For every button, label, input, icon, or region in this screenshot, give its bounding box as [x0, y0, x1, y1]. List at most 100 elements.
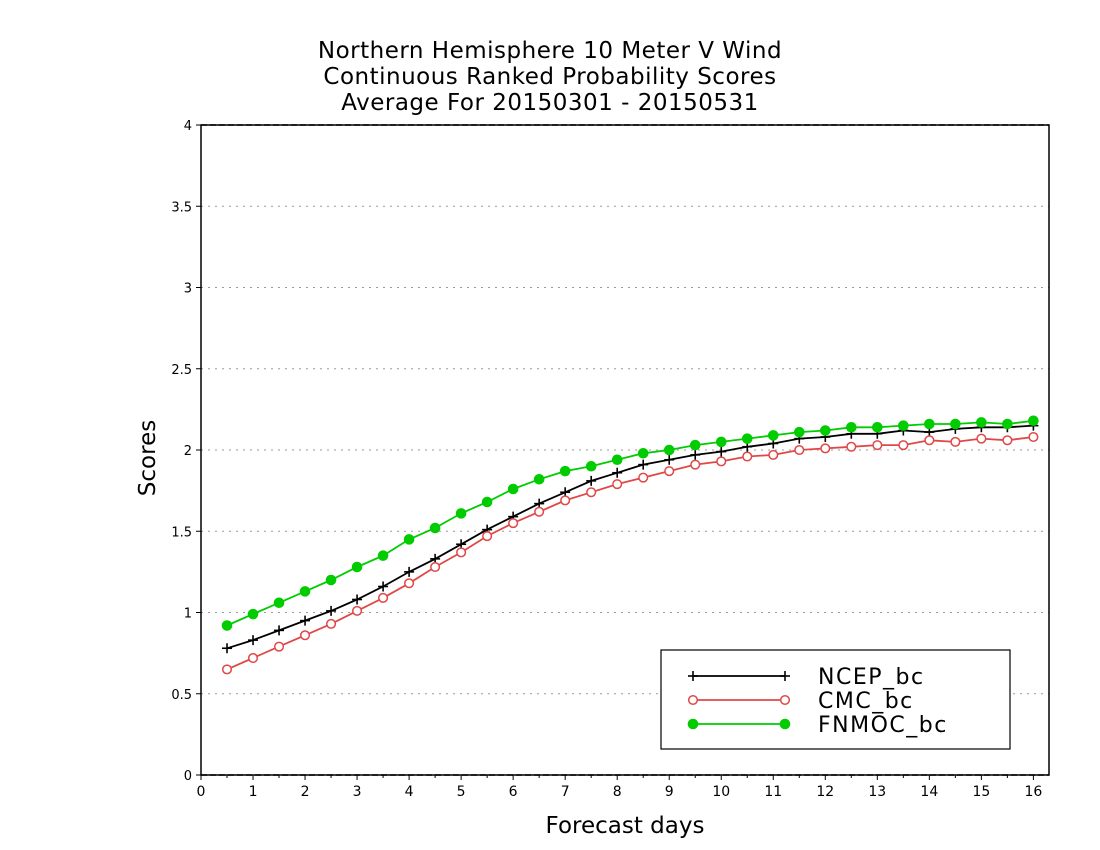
data-point — [560, 495, 571, 506]
y-tick-label: 1 — [184, 607, 192, 622]
axes: 00.511.522.533.540 1 2 3 4 5 6 7 8 9 10 11 12 13 14 15 1… — [171, 119, 1050, 800]
legend-entry: FNMOC_bc — [687, 713, 948, 738]
data-point — [742, 451, 753, 462]
data-point — [690, 449, 701, 460]
data-point — [1002, 435, 1013, 446]
legend-entry: NCEP_bc — [688, 665, 925, 690]
data-point — [663, 444, 675, 456]
y-tick-label: 2 — [184, 444, 192, 459]
data-point — [325, 574, 337, 586]
data-point — [767, 430, 779, 441]
data-point — [378, 581, 389, 592]
legend-label: NCEP_bc — [818, 665, 925, 690]
x-tick-label: 5 — [457, 784, 466, 800]
data-point — [924, 435, 935, 446]
data-point — [273, 597, 285, 609]
data-point — [793, 426, 805, 438]
legend-label: CMC_bc — [818, 689, 914, 714]
legend-entry: CMC_bc — [687, 689, 914, 714]
series-cmc-bc — [221, 431, 1039, 675]
data-point — [1028, 415, 1039, 427]
data-point — [638, 472, 649, 483]
data-point — [716, 446, 727, 457]
data-point — [976, 417, 987, 428]
series-group — [221, 415, 1039, 675]
data-point — [221, 620, 233, 631]
x-tick-label: 14 — [920, 784, 938, 800]
data-point — [300, 615, 311, 626]
legend-marker-start — [687, 718, 699, 730]
data-point — [559, 465, 571, 477]
data-point — [481, 496, 493, 508]
x-tick-label: 12 — [816, 784, 834, 800]
x-tick-label: 11 — [764, 784, 782, 800]
data-point — [716, 456, 727, 467]
data-point — [326, 605, 337, 616]
y-axis-label: Scores — [135, 420, 161, 496]
data-point — [586, 475, 597, 486]
data-point — [898, 440, 909, 451]
data-point — [352, 594, 363, 605]
data-point — [248, 635, 259, 646]
data-point — [924, 418, 935, 430]
y-tick-label: 0 — [184, 769, 192, 784]
data-point — [404, 566, 415, 577]
data-point — [846, 441, 857, 452]
chart-title-line-2: Continuous Ranked Probability Scores — [323, 64, 777, 90]
data-point — [299, 630, 311, 641]
data-point — [612, 467, 623, 478]
data-point — [326, 618, 337, 629]
data-point — [638, 459, 649, 470]
data-point — [455, 508, 467, 519]
data-point — [507, 483, 519, 495]
data-point — [533, 473, 545, 485]
data-point — [403, 534, 415, 545]
series-line — [226, 436, 1034, 671]
x-tick-label: 6 — [509, 784, 518, 800]
data-point — [976, 433, 987, 444]
data-point — [378, 592, 389, 603]
data-point — [872, 421, 883, 433]
data-point — [1028, 431, 1039, 443]
series-line — [226, 419, 1034, 627]
x-tick-label: 10 — [712, 784, 730, 800]
x-tick-label: 13 — [868, 784, 886, 800]
legend-marker-start — [687, 694, 699, 706]
x-tick-label: 1 — [249, 784, 258, 800]
data-point — [664, 454, 675, 465]
data-point — [585, 460, 597, 472]
x-tick-label: 4 — [405, 784, 414, 800]
chart-title-line-1: Northern Hemisphere 10 Meter V Wind — [317, 38, 783, 64]
data-point — [429, 522, 441, 534]
data-point — [586, 487, 597, 498]
data-point — [377, 550, 389, 561]
data-point — [247, 608, 259, 620]
data-point — [351, 561, 363, 573]
data-point — [741, 433, 753, 444]
data-point — [299, 586, 311, 597]
data-point — [846, 421, 857, 433]
grid-lines — [201, 205, 1049, 695]
data-point — [534, 506, 545, 517]
legend-label: FNMOC_bc — [818, 713, 948, 738]
legend-marker-end — [779, 694, 791, 706]
data-point — [768, 449, 779, 460]
x-axis-label: Forecast days — [546, 813, 705, 839]
data-point — [508, 518, 519, 529]
x-tick-label: 9 — [665, 784, 674, 800]
data-point — [247, 652, 259, 664]
y-tick-label: 4 — [184, 119, 192, 134]
series-ncep-bc — [222, 420, 1039, 654]
data-point — [274, 625, 285, 636]
data-point — [430, 561, 441, 573]
data-point — [1002, 418, 1013, 430]
data-point — [950, 418, 961, 430]
y-tick-label: 3.5 — [171, 200, 192, 215]
y-tick-label: 1.5 — [171, 525, 192, 540]
data-point — [898, 420, 909, 431]
legend-marker-start — [688, 671, 698, 681]
data-point — [715, 436, 727, 448]
data-point — [820, 443, 831, 454]
